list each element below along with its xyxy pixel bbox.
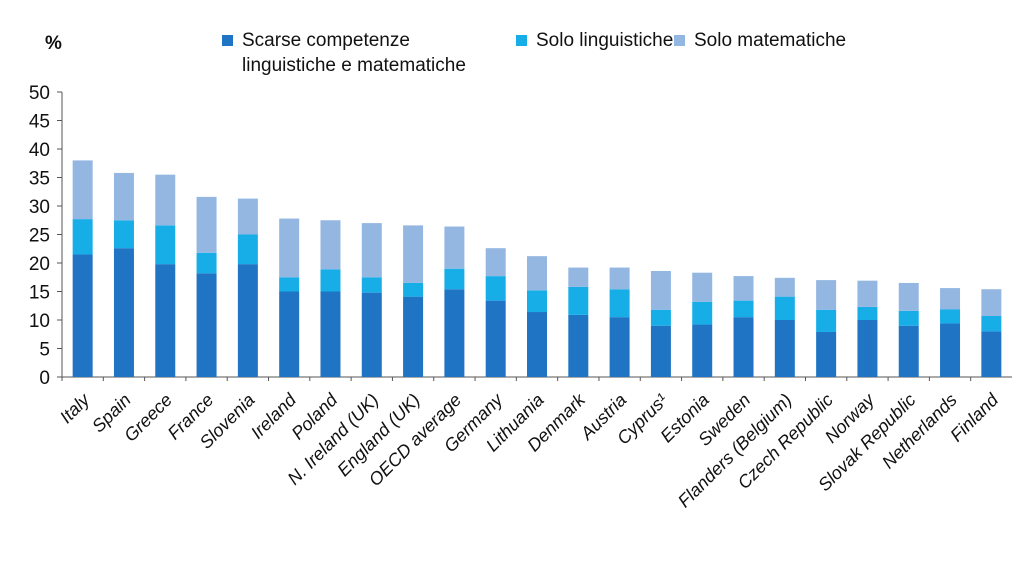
y-tick-label: 45 <box>29 112 50 133</box>
bar-segment <box>650 270 671 310</box>
bar-segment <box>774 320 795 377</box>
bar-segment <box>320 269 341 292</box>
bar-segment <box>527 256 547 291</box>
bar-segment <box>857 306 878 320</box>
bar-segment <box>981 331 1002 377</box>
y-axis-unit-label: % <box>45 33 62 54</box>
bar-segment <box>940 323 961 377</box>
bar-segment <box>237 198 258 235</box>
bar-segment <box>816 309 837 332</box>
y-axis: 0 5 10 15 20 25 30 35 40 45 50 <box>29 83 1012 389</box>
legend-swatch-scarse-competenze <box>222 35 233 46</box>
y-tick-label: 35 <box>29 169 50 190</box>
legend-item-solo-linguistiche: Solo linguistiche <box>516 28 686 54</box>
legend-label-solo-linguistiche: Solo linguistiche <box>536 30 674 51</box>
bar-segment <box>527 312 547 377</box>
bar-segment <box>981 289 1002 317</box>
bar-segment <box>857 320 878 377</box>
bar-segment <box>403 282 424 297</box>
bar-segment <box>361 292 382 377</box>
bar-segment <box>485 248 506 277</box>
bar-segment <box>361 223 382 278</box>
bar-segment <box>113 220 134 249</box>
bar-segment <box>940 288 961 310</box>
y-tick-label: 0 <box>39 368 50 389</box>
y-tick-label: 40 <box>29 140 50 161</box>
bar-segment <box>196 196 217 253</box>
bar-segment <box>444 226 465 269</box>
bar-segment <box>444 268 465 290</box>
bar-segment <box>72 219 93 255</box>
bar-segment <box>113 172 134 221</box>
bar-segment <box>196 273 217 377</box>
x-axis-labels: ItalySpainGreeceFranceSloveniaIrelandPol… <box>56 377 1003 511</box>
y-tick-label: 15 <box>29 283 50 304</box>
bar-segment <box>692 272 713 302</box>
bar-segment <box>237 264 258 377</box>
bar-segment <box>113 248 134 377</box>
bar-segment <box>485 300 506 377</box>
legend-swatch-solo-linguistiche <box>516 35 527 46</box>
bar-segment <box>444 289 465 377</box>
bar-segment <box>898 325 919 377</box>
bar-segment <box>72 254 93 377</box>
x-tick-label: Finland <box>946 389 1003 446</box>
bar-segment <box>485 276 506 301</box>
bar-segment <box>650 309 671 326</box>
bar-segment <box>527 290 547 313</box>
y-tick-label: 5 <box>39 340 50 361</box>
legend-label-solo-matematiche: Solo matematiche <box>694 30 847 51</box>
bar-segment <box>898 310 919 326</box>
bar-segment <box>733 317 754 377</box>
bar-segment <box>609 267 630 290</box>
bar-segment <box>403 296 424 377</box>
bar-segment <box>609 317 630 377</box>
bar-segment <box>733 276 754 301</box>
bar-segment <box>403 225 424 283</box>
bar-segment <box>237 234 258 265</box>
bar-segment <box>320 220 341 270</box>
legend-item-solo-matematiche: Solo matematiche <box>674 28 854 54</box>
bar-segment <box>857 280 878 307</box>
legend-item-scarse-competenze: Scarse competenze linguistiche e matemat… <box>222 28 492 80</box>
bar-segment <box>692 301 713 325</box>
bar-segment <box>650 325 671 377</box>
y-tick-label: 50 <box>29 83 50 104</box>
bar-segment <box>774 296 795 320</box>
bar-segment <box>981 316 1002 332</box>
bar-segment <box>155 225 176 265</box>
bar-segment <box>816 331 837 377</box>
bar-segment <box>568 286 589 315</box>
bars-group <box>72 160 1002 377</box>
bar-segment <box>816 280 837 310</box>
bar-segment <box>320 291 341 377</box>
bar-segment <box>279 218 300 278</box>
bar-segment <box>361 277 382 293</box>
y-tick-label: 20 <box>29 254 50 275</box>
bar-segment <box>692 324 713 377</box>
bar-segment <box>155 264 176 377</box>
legend-swatch-solo-matematiche <box>674 35 685 46</box>
bar-segment <box>279 291 300 377</box>
bar-segment <box>196 252 217 274</box>
bar-segment <box>898 282 919 311</box>
legend-label-scarse-competenze: Scarse competenze linguistiche e matemat… <box>242 30 466 76</box>
bar-segment <box>568 314 589 377</box>
bar-segment <box>568 267 589 287</box>
bar-segment <box>155 174 176 226</box>
bar-segment <box>940 309 961 324</box>
bar-segment <box>733 300 754 318</box>
y-tick-label: 30 <box>29 197 50 218</box>
bar-segment <box>774 277 795 297</box>
y-tick-label: 10 <box>29 311 50 332</box>
bar-segment <box>72 160 93 220</box>
y-tick-label: 25 <box>29 226 50 247</box>
bar-segment <box>279 277 300 292</box>
bar-segment <box>609 289 630 318</box>
